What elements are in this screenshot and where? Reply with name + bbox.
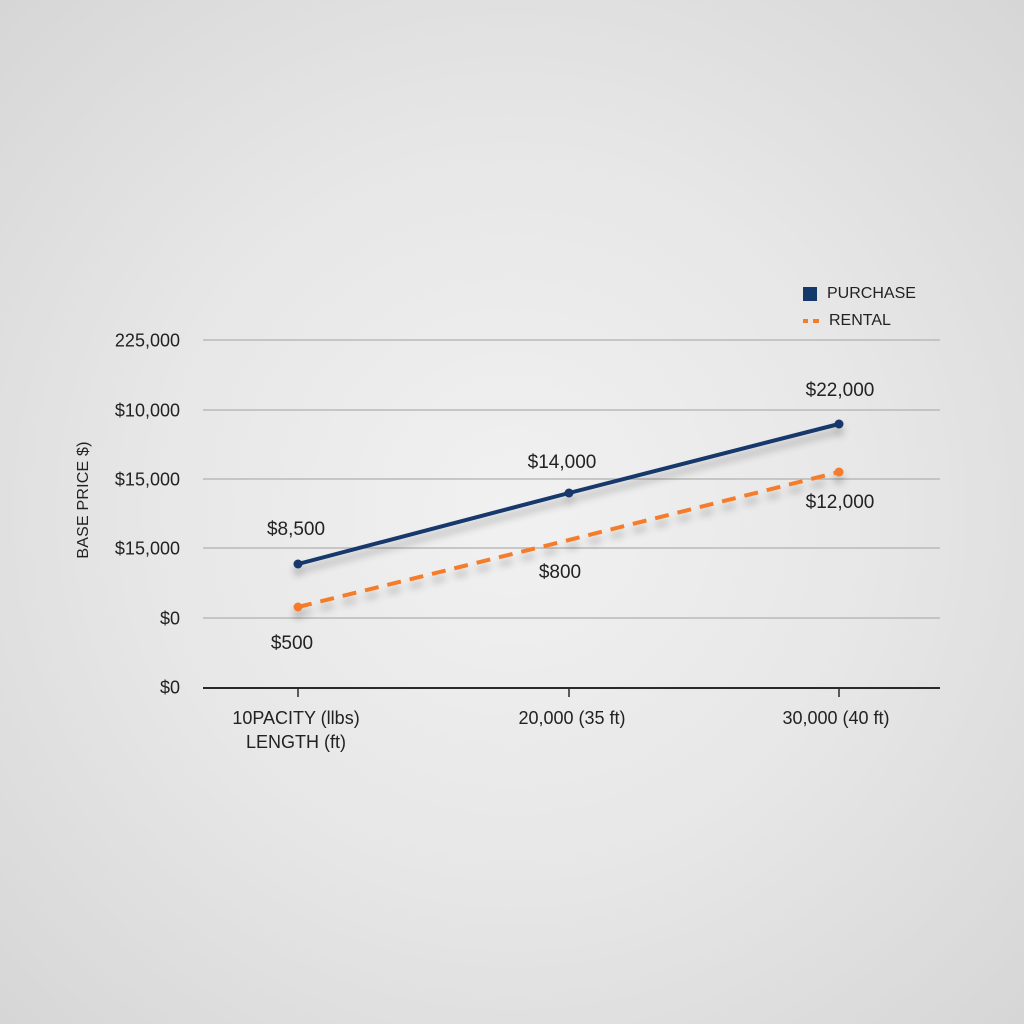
purchase-point[interactable] — [564, 488, 574, 498]
rental-data-label: $500 — [270, 633, 314, 654]
purchase-data-label: $22,000 — [805, 380, 875, 401]
x-tick-label: 30,000 (40 ft) — [782, 706, 889, 730]
legend-item-purchase[interactable]: PURCHASE — [803, 280, 916, 307]
rental-data-label: $800 — [538, 562, 582, 583]
legend-item-rental[interactable]: RENTAL — [803, 307, 916, 334]
x-tick-label: 10PACITY (llbs) LENGTH (ft) — [232, 706, 359, 754]
x-tick-label-line2: LENGTH (ft) — [245, 732, 346, 752]
series-rental — [293, 467, 844, 612]
x-tick-label-line1: 10PACITY (llbs) — [232, 708, 360, 728]
y-tick-label: $0 — [159, 677, 180, 698]
rental-point[interactable] — [293, 602, 303, 612]
legend-label: RENTAL — [829, 311, 891, 329]
y-tick-label: $10,000 — [114, 400, 180, 421]
purchase-point[interactable] — [834, 419, 844, 429]
y-tick-label: 225,000 — [114, 330, 180, 351]
gridlines — [203, 339, 940, 619]
legend-label: PURCHASE — [827, 284, 916, 302]
purchase-data-label: $8,500 — [266, 519, 326, 540]
y-tick-label: $0 — [159, 608, 180, 629]
dashed-line-icon — [803, 318, 819, 323]
x-axis — [203, 687, 940, 697]
y-tick-label: $15,000 — [114, 538, 180, 559]
rental-point[interactable] — [834, 467, 844, 477]
x-tick-label-line1: 30,000 (40 ft) — [782, 708, 890, 728]
purchase-data-label: $14,000 — [527, 452, 597, 473]
solid-square-icon — [803, 286, 817, 301]
y-tick-label: $15,000 — [114, 469, 180, 490]
x-tick-label-line1: 20,000 (35 ft) — [518, 708, 626, 728]
rental-data-label: $12,000 — [805, 492, 875, 513]
series-purchase — [293, 419, 844, 569]
purchase-point[interactable] — [293, 559, 303, 569]
legend: PURCHASE RENTAL — [803, 280, 916, 334]
x-tick-label: 20,000 (35 ft) — [518, 706, 625, 730]
